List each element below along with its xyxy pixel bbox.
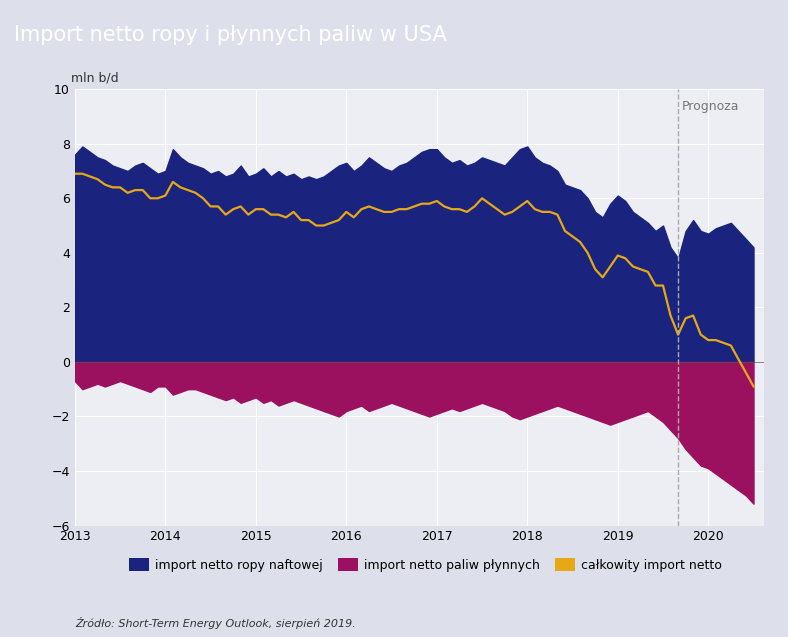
Text: Prognoza: Prognoza bbox=[682, 100, 739, 113]
Text: Import netto ropy i płynnych paliw w USA: Import netto ropy i płynnych paliw w USA bbox=[14, 25, 447, 45]
Text: Źródło: Short-Term Energy Outlook, sierpień 2019.: Źródło: Short-Term Energy Outlook, sierp… bbox=[75, 617, 355, 629]
Legend: import netto ropy naftowej, import netto paliw płynnych, całkowity import netto: import netto ropy naftowej, import netto… bbox=[124, 553, 727, 576]
Text: mln b/d: mln b/d bbox=[72, 72, 119, 85]
